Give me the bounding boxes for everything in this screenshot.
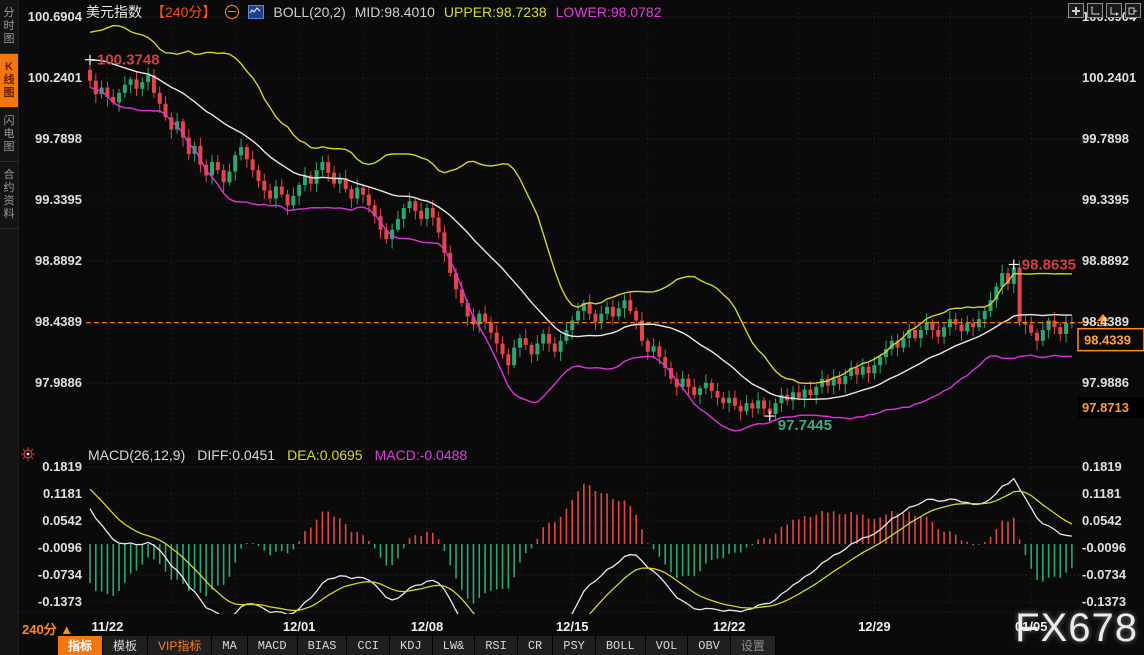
- macd-axis-label-right: 0.1819: [1082, 459, 1122, 474]
- date-label: 12/22: [712, 619, 746, 634]
- boll-mid-value: MID:98.4010: [354, 4, 435, 20]
- y-axis-label-right: 97.9886: [1082, 375, 1129, 390]
- toolbar-button-15[interactable]: OBV: [688, 636, 731, 655]
- y-axis-label-left: 99.3395: [35, 192, 82, 207]
- boll-lower-value: LOWER:98.0782: [555, 4, 662, 20]
- toolbar-button-16[interactable]: 设置: [730, 636, 776, 655]
- macd-title: MACD(26,12,9): [88, 447, 186, 463]
- sidebar-tab-1[interactable]: 分时图: [0, 0, 18, 54]
- scale-x-axis-icon[interactable]: [1106, 3, 1122, 18]
- y-axis-label-left: 97.9886: [35, 375, 82, 390]
- mini-chart-icon[interactable]: [248, 5, 265, 19]
- boll-upper-value: UPPER:98.7238: [443, 4, 547, 20]
- macd-axis-label-left: 0.0542: [42, 513, 82, 528]
- y-axis-label-left: 100.2401: [28, 70, 82, 85]
- macd-axis-label-right: -0.1373: [1082, 594, 1126, 609]
- toolbar-button-7[interactable]: CCI: [347, 636, 391, 655]
- y-axis-label-left: 98.8892: [35, 253, 82, 268]
- date-label: 12/15: [555, 619, 589, 634]
- macd-axis-label-right: -0.0096: [1082, 540, 1126, 555]
- toolbar-button-12[interactable]: PSY: [553, 636, 596, 655]
- low-marker-value: 97.8713: [1082, 400, 1129, 415]
- current-price-box: [1077, 327, 1144, 352]
- toolbar-button-4[interactable]: MA: [212, 636, 248, 655]
- indicator-toolbar: 指标 模板 VIP指标 MA MACD BIAS CCI KDJ LW& RSI CR PSY BOLL…: [18, 636, 776, 655]
- toolbar-button-1[interactable]: 指标: [58, 636, 104, 655]
- macd-header: MACD(26,12,9) DIFF:0.0451 DEA:0.0695 MAC…: [88, 447, 467, 463]
- toolbar-button-8[interactable]: KDJ: [390, 636, 433, 655]
- macd-dea-value: DEA:0.0695: [287, 447, 363, 463]
- date-label: 12/08: [410, 619, 444, 634]
- period-selector[interactable]: 240分 ▲: [22, 622, 74, 637]
- low-marker-box: [1078, 397, 1144, 418]
- pan-chart-icon[interactable]: [1068, 3, 1084, 18]
- price-up-arrow-icon: [1096, 313, 1110, 327]
- scale-both-axes-icon[interactable]: [1087, 3, 1103, 18]
- date-label: 12/01: [282, 619, 316, 634]
- toolbar-button-10[interactable]: RSI: [475, 636, 518, 655]
- y-axis-label-right: 98.4389: [1082, 314, 1129, 329]
- date-label: 12/29: [858, 619, 891, 634]
- y-axis-label-right: 100.2401: [1082, 70, 1136, 85]
- toolbar-button-14[interactable]: VOL: [645, 636, 689, 655]
- toolbar-button-5[interactable]: MACD: [247, 636, 298, 655]
- chart-controls: [1068, 3, 1141, 18]
- price-annotation: 97.7445: [778, 417, 832, 434]
- date-label: 11/22: [91, 619, 124, 634]
- date-label: 01/05: [1014, 619, 1048, 634]
- macd-axis-label-right: 0.0542: [1082, 513, 1122, 528]
- y-axis-label-right: 98.8892: [1082, 253, 1129, 268]
- watermark: FX678: [1015, 606, 1138, 650]
- sidebar-tab-4[interactable]: 合约资料: [0, 162, 18, 229]
- macd-macd-value: MACD:-0.0488: [374, 447, 468, 463]
- toolbar-button-3[interactable]: VIP指标: [148, 636, 213, 655]
- y-axis-label-right: 99.7898: [1082, 131, 1129, 146]
- y-axis-label-left: 100.6904: [28, 9, 83, 24]
- macd-axis-label-left: -0.1373: [38, 594, 82, 609]
- toolbar-button-6[interactable]: BIAS: [297, 636, 348, 655]
- macd-axis-label-left: -0.0096: [38, 540, 82, 555]
- price-annotation: 100.3748: [97, 52, 160, 69]
- y-axis-label-left: 99.7898: [35, 131, 82, 146]
- macd-axis-label-right: -0.0734: [1082, 567, 1127, 582]
- toolbar-button-9[interactable]: LW&: [432, 636, 476, 655]
- toolbar-button-13[interactable]: BOLL: [595, 636, 646, 655]
- period-label: 【240分】: [151, 4, 217, 20]
- y-axis-label-right: 99.3395: [1082, 192, 1129, 207]
- macd-diff-value: DIFF:0.0451: [197, 447, 276, 463]
- macd-axis-label-right: 0.1181: [1082, 486, 1121, 501]
- macd-axis-label-left: 0.1181: [43, 486, 82, 501]
- macd-axis-label-left: 0.1819: [42, 459, 82, 474]
- go-to-latest-icon[interactable]: [1125, 3, 1141, 18]
- y-axis-label-left: 98.4389: [35, 314, 82, 329]
- collapse-icon[interactable]: [225, 5, 240, 19]
- toolbar-button-2[interactable]: 模板: [103, 636, 149, 655]
- price-annotation: 98.8635: [1022, 256, 1076, 273]
- indicator-marker-icon[interactable]: [20, 446, 36, 462]
- sidebar-tab-3[interactable]: 闪电图: [0, 108, 18, 162]
- current-price-value: 98.4339: [1084, 333, 1131, 348]
- chart-header: 美元指数 【240分】 BOLL(20,2) MID:98.4010 UPPER…: [86, 3, 661, 21]
- date-axis: 240分 ▲ 11/22 12/01 12/08 12/15 12/22 12/29 01/…: [0, 619, 1144, 637]
- macd-axis-label-left: -0.0734: [38, 567, 83, 582]
- boll-label: BOLL(20,2): [273, 4, 346, 20]
- toolbar-button-11[interactable]: CR: [517, 636, 554, 655]
- symbol-name: 美元指数: [86, 4, 142, 20]
